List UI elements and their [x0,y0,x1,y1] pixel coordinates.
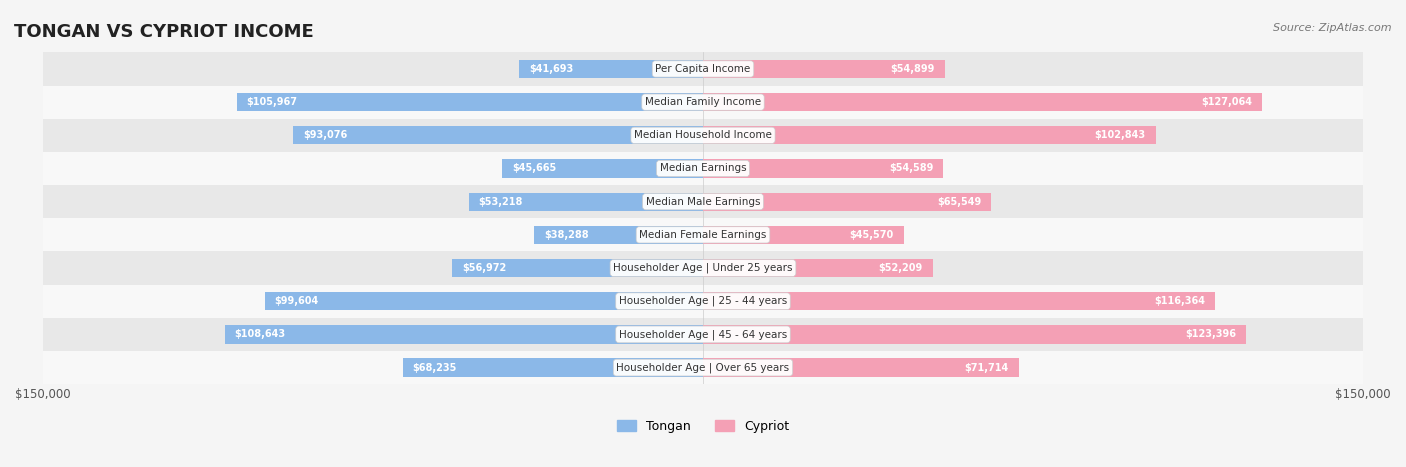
Bar [42,119,1364,152]
Text: Householder Age | Over 65 years: Householder Age | Over 65 years [616,362,790,373]
Bar [294,126,703,144]
Text: $68,235: $68,235 [412,362,457,373]
Text: $65,549: $65,549 [938,197,981,207]
Bar [519,60,703,78]
Text: $71,714: $71,714 [965,362,1008,373]
Text: Median Household Income: Median Household Income [634,130,772,140]
Bar [703,126,1156,144]
Text: $45,570: $45,570 [849,230,894,240]
Bar [225,325,703,344]
Text: $108,643: $108,643 [235,329,285,340]
Bar [453,259,703,277]
Bar [236,93,703,111]
Bar [534,226,703,244]
Bar [42,285,1364,318]
Bar [703,259,932,277]
Bar [703,325,1246,344]
Bar [703,359,1018,377]
Text: $116,364: $116,364 [1154,296,1205,306]
Text: $53,218: $53,218 [478,197,523,207]
Text: $99,604: $99,604 [274,296,319,306]
Bar [42,152,1364,185]
Text: $127,064: $127,064 [1201,97,1253,107]
Text: $102,843: $102,843 [1095,130,1146,140]
Text: $123,396: $123,396 [1185,329,1236,340]
Bar [42,251,1364,285]
Text: $52,209: $52,209 [879,263,922,273]
Text: TONGAN VS CYPRIOT INCOME: TONGAN VS CYPRIOT INCOME [14,23,314,42]
Bar [42,351,1364,384]
Bar [703,93,1263,111]
Text: $38,288: $38,288 [544,230,589,240]
Legend: Tongan, Cypriot: Tongan, Cypriot [612,415,794,438]
Text: Median Male Earnings: Median Male Earnings [645,197,761,207]
Bar [703,292,1215,311]
Text: Householder Age | 25 - 44 years: Householder Age | 25 - 44 years [619,296,787,306]
Text: $45,665: $45,665 [512,163,557,174]
Bar [42,185,1364,218]
Text: $54,589: $54,589 [889,163,934,174]
Bar [42,218,1364,251]
Bar [42,318,1364,351]
Text: $56,972: $56,972 [463,263,506,273]
Bar [703,60,945,78]
Bar [42,52,1364,85]
Bar [402,359,703,377]
Bar [264,292,703,311]
Text: Per Capita Income: Per Capita Income [655,64,751,74]
Bar [42,85,1364,119]
Text: Source: ZipAtlas.com: Source: ZipAtlas.com [1274,23,1392,33]
Text: $41,693: $41,693 [530,64,574,74]
Bar [502,159,703,177]
Text: Householder Age | Under 25 years: Householder Age | Under 25 years [613,263,793,273]
Text: Median Family Income: Median Family Income [645,97,761,107]
Text: $54,899: $54,899 [890,64,935,74]
Bar [703,159,943,177]
Bar [703,226,904,244]
Bar [703,192,991,211]
Text: Median Female Earnings: Median Female Earnings [640,230,766,240]
Bar [468,192,703,211]
Text: Median Earnings: Median Earnings [659,163,747,174]
Text: Householder Age | 45 - 64 years: Householder Age | 45 - 64 years [619,329,787,340]
Text: $93,076: $93,076 [304,130,347,140]
Text: $105,967: $105,967 [246,97,298,107]
